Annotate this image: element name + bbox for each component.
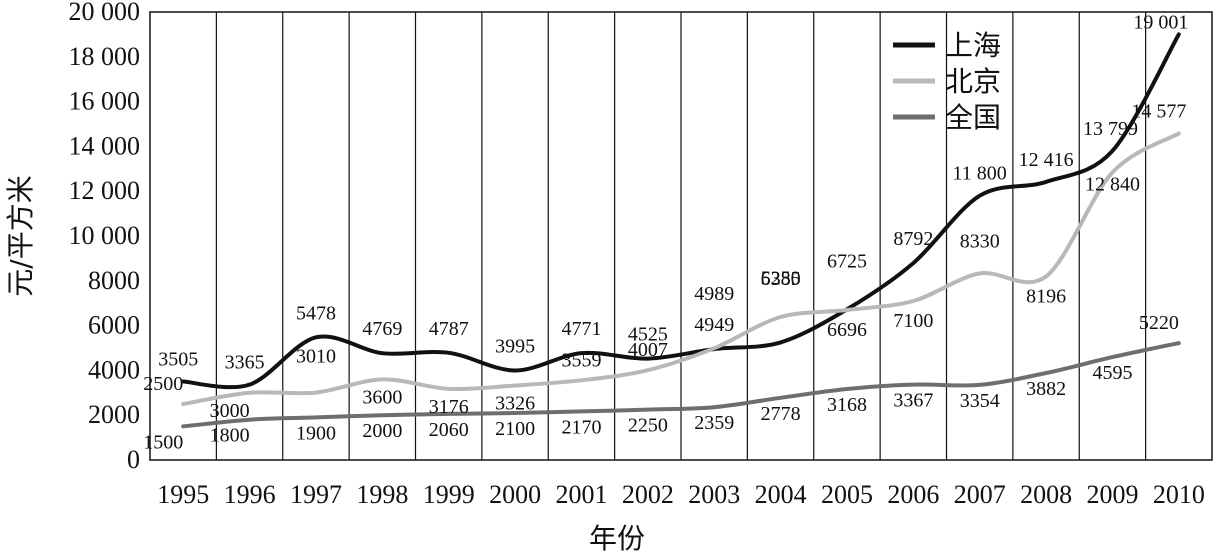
y-tick-label: 4000 (88, 355, 140, 384)
x-tick-label: 2008 (1020, 480, 1072, 509)
data-label: 4989 (694, 283, 734, 305)
legend-label: 全国 (945, 101, 1001, 134)
y-axis-title: 元/平方米 (4, 175, 37, 296)
data-label: 2778 (761, 403, 801, 425)
data-label: 4007 (628, 339, 668, 361)
y-tick-label: 6000 (88, 311, 140, 340)
x-tick-label: 2003 (688, 480, 740, 509)
y-tick-label: 8000 (88, 266, 140, 295)
x-tick-label: 2005 (821, 480, 873, 509)
y-tick-label: 12 000 (69, 176, 141, 205)
legend-label: 北京 (945, 65, 1001, 98)
plot-frame (149, 11, 1213, 461)
series-line-0 (181, 32, 1181, 390)
data-label: 3010 (296, 346, 336, 368)
data-label: 4769 (362, 318, 402, 340)
data-label: 14 577 (1131, 100, 1186, 122)
y-tick-label: 16 000 (69, 87, 141, 116)
data-label: 2100 (495, 418, 535, 440)
x-tick-label: 2002 (622, 480, 674, 509)
x-tick-label: 1999 (423, 480, 475, 509)
data-label: 3176 (429, 396, 469, 418)
y-tick-labels: 0 2000 4000 6000 8000 10 000 12 000 14 000 16 00… (69, 0, 141, 474)
x-tick-labels: 1995 1996 1997 1998 1999 2000 2001 2002 2003 2004… (157, 480, 1205, 509)
data-label: 12 840 (1085, 173, 1140, 195)
x-tick-label: 2006 (887, 480, 939, 509)
x-tick-label: 1998 (356, 480, 408, 509)
data-label: 6725 (827, 250, 867, 272)
data-label: 3559 (561, 349, 601, 371)
data-label: 2359 (694, 412, 734, 434)
data-label: 5250 (761, 267, 801, 289)
data-label: 12 416 (1019, 149, 1074, 171)
y-tick-label: 20 000 (69, 0, 141, 26)
y-tick-label: 10 000 (69, 221, 141, 250)
data-label: 3326 (495, 392, 535, 414)
data-label: 8196 (1026, 285, 1066, 307)
data-label: 3600 (362, 386, 402, 408)
data-label: 2000 (362, 420, 402, 442)
x-tick-label: 2010 (1153, 480, 1205, 509)
data-label: 5478 (296, 302, 336, 324)
data-label: 8792 (893, 228, 933, 250)
data-label: 6696 (827, 319, 867, 341)
data-label: 19 001 (1133, 11, 1188, 33)
series-line-1 (181, 131, 1181, 406)
data-label: 2060 (429, 419, 469, 441)
data-label: 4949 (694, 314, 734, 336)
data-label: 3505 (158, 348, 198, 370)
data-label: 4525 (628, 324, 668, 346)
x-tick-label: 2004 (755, 480, 807, 509)
data-label: 1500 (143, 431, 183, 453)
x-tick-label: 2001 (555, 480, 607, 509)
data-label: 6385 (761, 268, 801, 290)
data-label: 2170 (561, 416, 601, 438)
x-tick-label: 2000 (489, 480, 541, 509)
y-tick-label: 18 000 (69, 42, 141, 71)
data-label: 3995 (495, 336, 535, 358)
data-label: 4771 (561, 318, 601, 340)
data-label: 3354 (960, 390, 1000, 412)
series-lines (181, 32, 1181, 429)
x-tick-label: 1995 (157, 480, 209, 509)
data-labels: 3505 3365 5478 4769 4787 3995 4771 4525 4949 5250… (143, 11, 1188, 453)
data-label: 4595 (1092, 362, 1132, 384)
data-label: 3168 (827, 394, 867, 416)
y-tick-label: 0 (127, 445, 140, 474)
x-tick-label: 2007 (954, 480, 1006, 509)
data-label: 3365 (225, 352, 265, 374)
x-tick-label: 1996 (224, 480, 276, 509)
data-label: 2250 (628, 415, 668, 437)
data-label: 13 799 (1083, 118, 1138, 140)
data-label: 7100 (893, 310, 933, 332)
data-label: 4787 (429, 318, 469, 340)
data-label: 3882 (1026, 378, 1066, 400)
x-tick-label: 2009 (1086, 480, 1138, 509)
data-label: 3000 (210, 400, 250, 422)
x-tick-label: 1997 (290, 480, 342, 509)
data-label: 1800 (210, 425, 250, 447)
x-axis-title: 年份 (589, 522, 645, 553)
data-label: 1900 (296, 422, 336, 444)
data-label: 11 800 (953, 163, 1007, 185)
y-tick-label: 14 000 (69, 131, 141, 160)
y-tick-label: 2000 (88, 400, 140, 429)
data-label: 5220 (1139, 312, 1179, 334)
grid-layer (215, 12, 1147, 460)
series-line-2 (181, 341, 1181, 429)
data-label: 8330 (960, 230, 1000, 252)
data-label: 3367 (893, 390, 933, 412)
legend-label: 上海 (945, 29, 1001, 62)
data-label: 2500 (143, 373, 183, 395)
